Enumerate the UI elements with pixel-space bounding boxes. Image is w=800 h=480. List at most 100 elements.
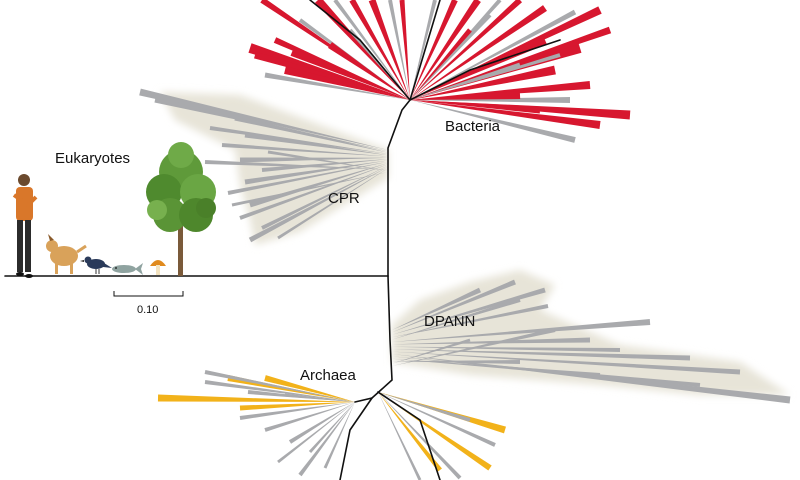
bacteria-branch-35 (410, 28, 472, 100)
label-archaea: Archaea (300, 367, 357, 384)
archaea-branch-left-14 (239, 402, 355, 411)
cpr-branch-8 (244, 160, 388, 185)
backbone-archaea (354, 275, 393, 403)
bacteria-branch-10 (388, 0, 410, 100)
cpr-branch-12 (261, 165, 388, 230)
archaea-branch-left-5 (204, 370, 355, 402)
bacteria-branch-4 (284, 66, 410, 100)
bacteria-branch-30 (410, 100, 541, 114)
bacteria-branch-14 (410, 0, 481, 100)
eukaryote-organisms (12, 142, 216, 278)
dpann-branch-4 (392, 298, 521, 340)
bacteria-branch-6 (315, 0, 410, 100)
archaea-branch-left-9 (288, 402, 355, 444)
cpr-branch-9 (227, 161, 388, 195)
bacteria-branch-13 (410, 0, 458, 100)
archaea-branch-right-2 (378, 392, 496, 447)
bacteria-branch-33 (328, 42, 410, 100)
archaea-branch-left-10 (277, 402, 355, 464)
bacteria-branch-2 (254, 51, 410, 100)
dpann-branch-14 (392, 338, 471, 364)
archaea-branch-left-0 (157, 394, 355, 402)
archaea-branch-left-1 (204, 380, 355, 402)
tree-backbone (4, 0, 561, 480)
dpann-branch-5 (392, 319, 651, 342)
scale-bar-label: 0.10 (137, 304, 158, 316)
archaea-branch-left-8 (264, 402, 355, 432)
dpann-branch-12 (392, 358, 601, 377)
bacteria-branch-18 (410, 9, 577, 100)
archaea-branch-left-11 (308, 402, 355, 454)
backbone-bacteria (387, 99, 411, 277)
dpann-branch-2 (392, 287, 546, 335)
bacteria-branch-28 (410, 100, 601, 129)
bird-icon (80, 256, 112, 274)
human-figure-icon (12, 174, 38, 278)
bacteria-branch-38 (290, 48, 410, 100)
dpann-branch-1 (392, 279, 516, 333)
dpann-branch-6 (392, 337, 591, 345)
bacteria-branch-16 (410, 0, 523, 100)
bacteria-branch-22 (410, 26, 612, 100)
dpann-shading (392, 270, 790, 395)
bacteria-branch-31 (410, 91, 521, 100)
tree-icon (146, 142, 216, 276)
cpr-branch-13 (248, 166, 388, 243)
bacteria-stem-3 (409, 39, 561, 101)
label-bacteria: Bacteria (445, 118, 501, 135)
bacteria-branch-3 (264, 72, 410, 100)
bacteria-branch-17 (410, 5, 547, 101)
backbone-archaea-lower (339, 397, 373, 480)
bacteria-branch-1 (248, 43, 410, 100)
archaea-branch-right-7 (378, 392, 422, 480)
dpann-branch-3 (392, 304, 549, 338)
cpr-branch-0 (139, 88, 388, 150)
bacteria-stem-2 (409, 0, 441, 101)
cpr-branch-7 (261, 159, 388, 172)
label-cpr: CPR (328, 190, 360, 207)
archaea-branch-left-13 (323, 402, 355, 469)
archaea-branch-left-6 (284, 393, 355, 402)
cpr-branch-15 (204, 160, 388, 170)
cpr-branch-14 (277, 168, 388, 240)
bacteria-branch-8 (349, 0, 410, 100)
cpr-branch-4 (244, 132, 388, 156)
cpr-branch-5 (221, 143, 388, 157)
bacteria-branch-24 (410, 65, 556, 100)
label-eukaryotes: Eukaryotes (55, 150, 130, 167)
bacteria-branch-27 (410, 97, 570, 103)
cpr-branch-3 (209, 126, 388, 154)
bacteria-branch-37 (273, 37, 410, 100)
archaea-branch-left-7 (239, 402, 355, 420)
archaea-branch-right-6 (378, 392, 442, 472)
bacteria-branch-23 (410, 62, 521, 100)
archaea-branches (157, 370, 507, 480)
archaea-branch-left-12 (298, 402, 355, 477)
cpr-branch-16 (267, 150, 388, 171)
dpann-branch-13 (392, 360, 521, 364)
cpr-branch-17 (231, 172, 388, 207)
dog-icon (46, 234, 87, 274)
bacteria-branch-29 (410, 100, 576, 143)
dpann-branches (392, 279, 791, 404)
archaea-branch-right-1 (378, 392, 471, 422)
dpann-branch-0 (392, 287, 482, 330)
mushroom-icon (150, 260, 166, 275)
dpann-branch-8 (392, 349, 691, 361)
bacteria-branch-11 (399, 0, 410, 100)
dpann-branch-9 (392, 351, 741, 375)
dpann-branch-15 (392, 328, 556, 366)
bacteria-branch-9 (368, 0, 410, 100)
bacteria-stem-1 (309, 0, 411, 101)
cpr-branch-10 (249, 163, 388, 208)
archaea-branch-right-5 (378, 392, 462, 480)
cpr-branches (139, 88, 388, 243)
cpr-branch-2 (234, 115, 388, 153)
bacteria-branch-39 (410, 53, 561, 100)
bacteria-branch-36 (410, 13, 492, 100)
cpr-branch-11 (239, 164, 388, 220)
bacteria-branch-7 (333, 0, 410, 100)
fish-icon (112, 263, 143, 275)
